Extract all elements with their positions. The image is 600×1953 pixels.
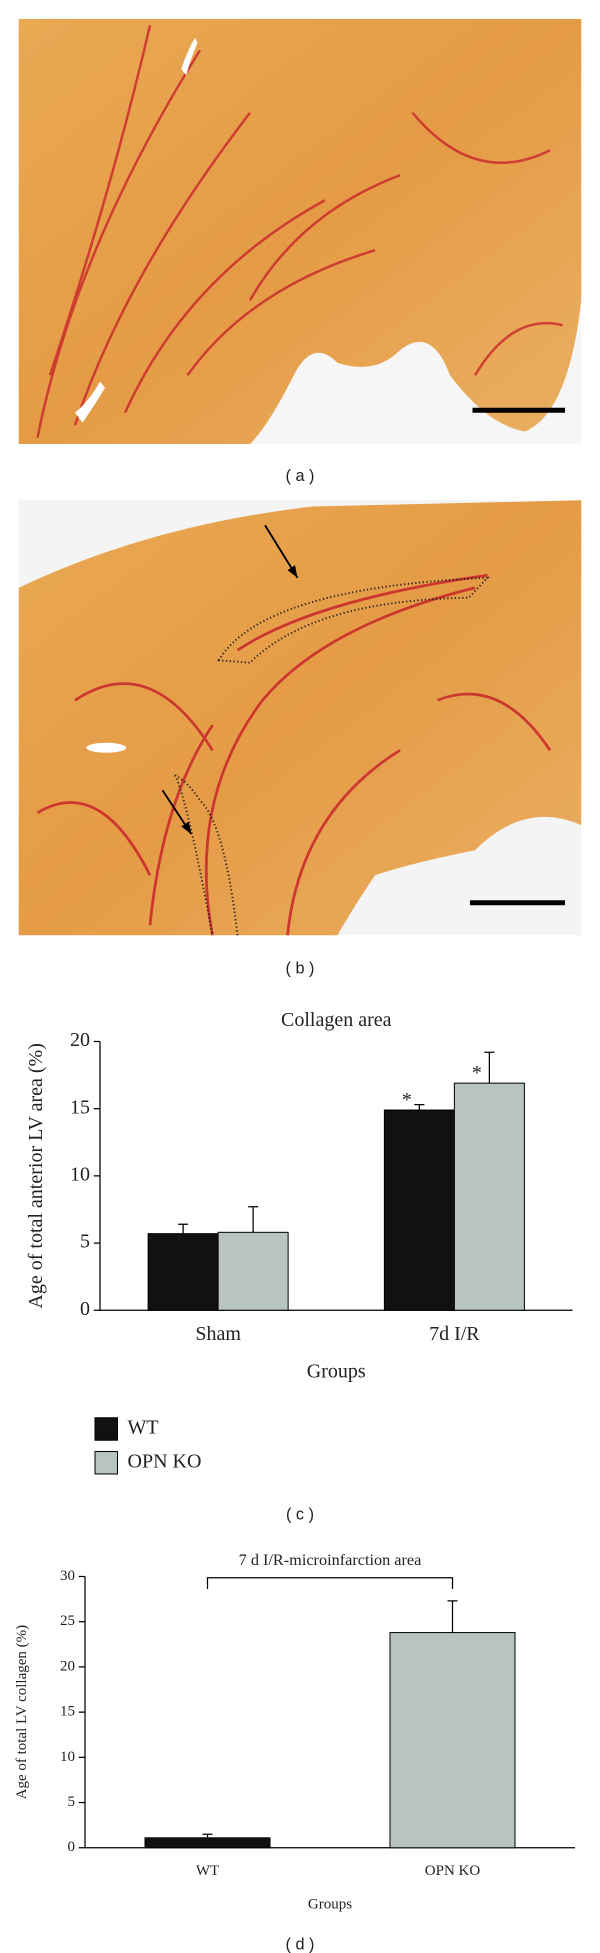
y-tick-label: 20 <box>60 1658 75 1674</box>
bar <box>147 1233 219 1311</box>
y-tick-label: 5 <box>68 1794 76 1810</box>
error-bar <box>178 1223 189 1234</box>
y-tick-label: 0 <box>68 1839 76 1855</box>
y-tick-label: 0 <box>80 1298 90 1320</box>
error-bar <box>447 1600 458 1633</box>
y-axis-label: Age of total anterior LV area (%) <box>25 1043 47 1308</box>
x-tick-label: WT <box>196 1863 219 1879</box>
error-bar <box>414 1104 425 1111</box>
y-tick-label: 5 <box>80 1231 90 1253</box>
x-tick-label: Sham <box>195 1323 241 1345</box>
panel-label: ( b ) <box>286 959 315 977</box>
x-axis-label: Groups <box>308 1897 352 1913</box>
bar <box>389 1632 516 1849</box>
bar <box>453 1082 525 1311</box>
y-tick-label: 15 <box>60 1704 75 1720</box>
significance: * <box>472 1062 482 1084</box>
error-bar <box>484 1051 495 1084</box>
y-axis-label: Age of total LV collagen (%) <box>14 1625 30 1800</box>
micrograph-a <box>18 19 582 444</box>
error-bar <box>202 1833 213 1838</box>
legend-swatch <box>94 1451 118 1475</box>
micrograph-b <box>18 500 582 936</box>
legend-swatch <box>94 1417 118 1441</box>
bracket <box>206 1577 454 1589</box>
y-tick-label: 10 <box>70 1163 90 1185</box>
legend-label: OPN KO <box>128 1450 202 1472</box>
error-bar <box>248 1206 259 1233</box>
significance: * <box>402 1089 412 1111</box>
bar <box>144 1837 271 1849</box>
chart-title: Collagen area <box>281 1009 392 1031</box>
panel-label: ( a ) <box>286 467 315 485</box>
bar <box>383 1109 455 1311</box>
annotation: 7 d I/R-microinfarction area <box>239 1551 422 1569</box>
legend-label: WT <box>128 1417 159 1439</box>
y-tick-label: 15 <box>70 1096 90 1118</box>
y-tick-label: 30 <box>60 1568 75 1584</box>
y-tick-label: 20 <box>70 1029 90 1051</box>
y-tick-label: 10 <box>60 1749 75 1765</box>
bar <box>217 1231 289 1311</box>
x-axis-label: Groups <box>307 1360 366 1382</box>
x-tick-label: 7d I/R <box>429 1323 480 1345</box>
panel-label: ( c ) <box>286 1506 314 1524</box>
panel-label: ( d ) <box>286 1936 315 1953</box>
x-tick-label: OPN KO <box>425 1863 481 1879</box>
y-tick-label: 25 <box>60 1613 75 1629</box>
